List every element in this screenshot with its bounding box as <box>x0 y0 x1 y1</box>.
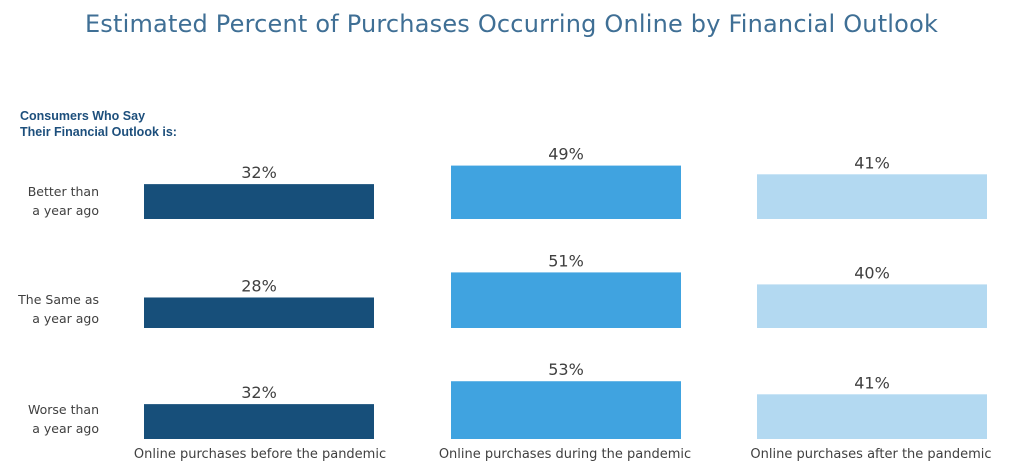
category-label-during: Online purchases during the pandemic <box>438 447 692 462</box>
data-label-after-better: 41% <box>854 153 890 172</box>
bar-before-same <box>144 297 374 328</box>
data-label-during-same: 51% <box>548 251 584 270</box>
bar-before-better <box>144 184 374 219</box>
bar-after-same <box>757 284 987 328</box>
row-group-heading: Consumers Who Say Their Financial Outloo… <box>20 109 177 139</box>
row-label-better: Better than a year ago <box>27 184 99 218</box>
bar-during-worse <box>451 381 681 439</box>
category-label-after: Online purchases after the pandemic <box>750 447 992 462</box>
chart-title: Estimated Percent of Purchases Occurring… <box>84 10 939 38</box>
data-label-before-worse: 32% <box>241 383 277 402</box>
data-label-during-worse: 53% <box>548 360 584 379</box>
row-label-worse: Worse than a year ago <box>28 402 99 436</box>
category-label-before: Online purchases before the pandemic <box>133 447 387 462</box>
data-label-during-better: 49% <box>548 145 584 164</box>
data-label-after-worse: 41% <box>854 373 890 392</box>
bar-during-better <box>451 165 681 219</box>
data-label-before-better: 32% <box>241 163 277 182</box>
data-label-before-same: 28% <box>241 276 277 295</box>
bar-before-worse <box>144 404 374 439</box>
row-label-same: The Same as a year ago <box>18 292 99 326</box>
data-label-after-same: 40% <box>854 263 890 282</box>
bar-after-better <box>757 174 987 219</box>
bar-after-worse <box>757 394 987 439</box>
bar-during-same <box>451 272 681 328</box>
